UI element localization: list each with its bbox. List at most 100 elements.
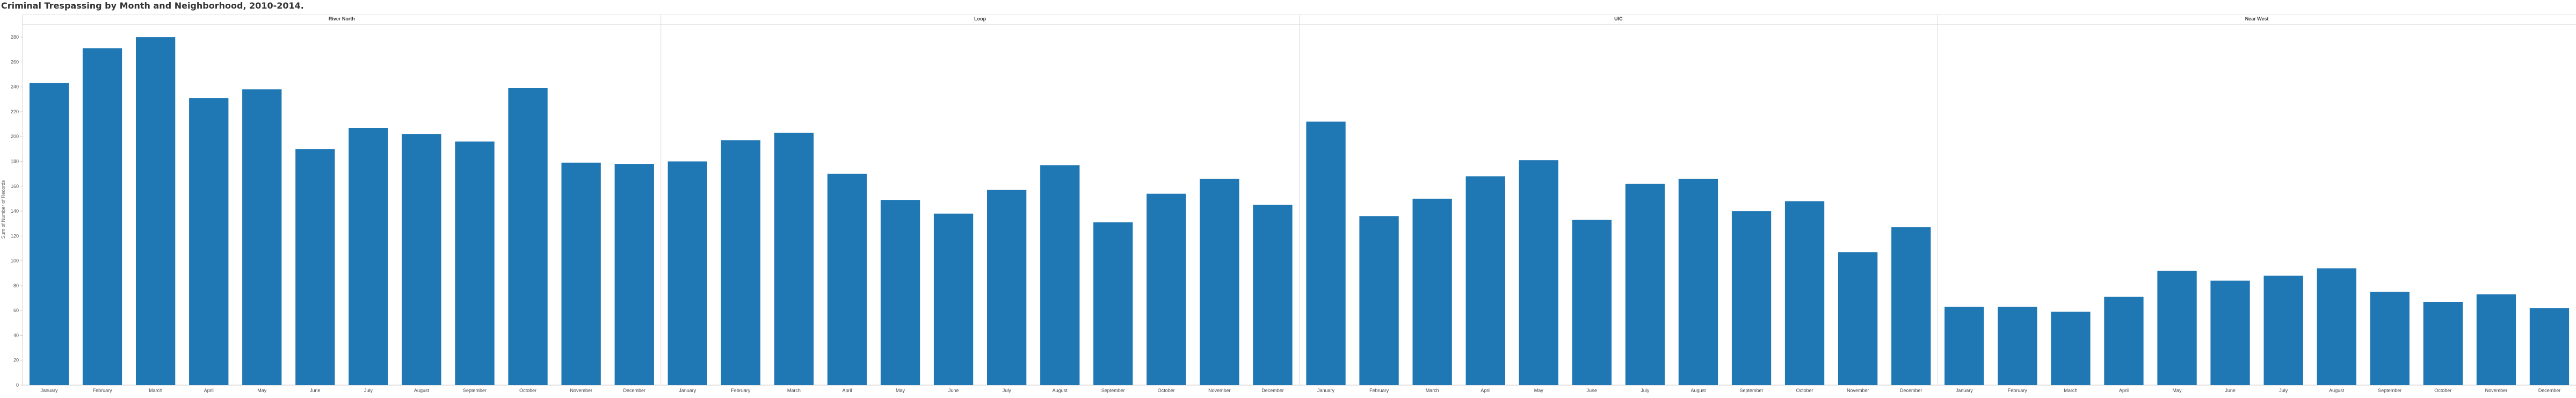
bar[interactable] (1040, 165, 1080, 386)
x-category-label: April (2119, 388, 2129, 393)
x-category-label: June (948, 388, 959, 393)
bar[interactable] (1678, 178, 1718, 385)
bar[interactable] (242, 89, 282, 386)
bar[interactable] (29, 83, 69, 385)
panel-header-label: Near West (2245, 16, 2269, 21)
y-tick-label: 80 (13, 283, 19, 288)
bar[interactable] (1146, 193, 1186, 385)
y-tick-label: 240 (11, 84, 19, 90)
x-category-label: November (570, 388, 592, 393)
x-category-label: May (257, 388, 267, 393)
panel-header-label: Loop (974, 16, 986, 21)
y-tick-label: 120 (11, 233, 19, 238)
panel-header-label: UIC (1614, 16, 1623, 21)
y-axis: Sum of Number of Records 0 20 40 60 80 100 120… (1, 34, 23, 388)
x-category-label: February (93, 388, 113, 393)
bar[interactable] (933, 213, 974, 385)
bar[interactable] (1891, 227, 1931, 385)
x-category-label: October (2434, 388, 2451, 393)
bar[interactable] (561, 162, 601, 385)
bar[interactable] (1253, 205, 1293, 386)
bar[interactable] (82, 48, 122, 385)
bar[interactable] (2370, 292, 2410, 386)
x-category-label: July (1003, 388, 1012, 393)
y-tick-label: 200 (11, 134, 19, 139)
y-tick-label: 0 (16, 382, 19, 388)
bar[interactable] (774, 133, 814, 386)
bar[interactable] (1838, 252, 1878, 385)
bar[interactable] (1465, 176, 1505, 385)
x-category-label: July (364, 388, 373, 393)
x-category-label: January (40, 388, 58, 393)
x-category-label: May (2172, 388, 2182, 393)
bar[interactable] (2529, 308, 2570, 386)
bar[interactable] (349, 128, 388, 385)
x-category-label: May (1534, 388, 1544, 393)
x-category-label: March (149, 388, 162, 393)
x-category-label: February (731, 388, 751, 393)
x-category-label: December (1261, 388, 1284, 393)
bar[interactable] (2051, 312, 2091, 386)
bar[interactable] (2476, 294, 2516, 385)
bar[interactable] (2317, 268, 2356, 386)
bar[interactable] (827, 173, 867, 385)
x-category-label: August (2329, 388, 2345, 393)
bar[interactable] (1200, 178, 1239, 385)
category-labels: January February March April May June July Augu… (40, 388, 2560, 393)
x-category-label: July (1641, 388, 1650, 393)
bar[interactable] (1306, 121, 1346, 386)
y-tick-label: 180 (11, 159, 19, 164)
bar[interactable] (295, 149, 335, 385)
bar[interactable] (667, 161, 707, 386)
y-tick-label: 20 (13, 358, 19, 363)
x-category-label: April (1481, 388, 1490, 393)
bar[interactable] (1572, 220, 1612, 385)
bar[interactable] (1519, 160, 1558, 385)
x-category-label: June (2225, 388, 2236, 393)
y-tick-label: 160 (11, 184, 19, 189)
bar[interactable] (2423, 302, 2463, 385)
bar[interactable] (136, 37, 176, 386)
x-category-label: March (1426, 388, 1439, 393)
x-category-label: March (787, 388, 801, 393)
bar[interactable] (1093, 222, 1133, 385)
bar[interactable] (455, 141, 495, 386)
bar[interactable] (1784, 201, 1825, 385)
bar[interactable] (2104, 296, 2144, 385)
bar[interactable] (2210, 280, 2250, 385)
x-category-label: August (414, 388, 430, 393)
x-category-label: February (2008, 388, 2028, 393)
x-category-label: June (1587, 388, 1598, 393)
x-category-label: November (1208, 388, 1231, 393)
bar[interactable] (987, 190, 1027, 385)
bar[interactable] (1625, 184, 1665, 385)
x-category-label: October (1796, 388, 1813, 393)
bar[interactable] (614, 164, 654, 385)
y-tick-label: 40 (13, 332, 19, 338)
x-category-label: September (1101, 388, 1125, 393)
x-category-label: January (1956, 388, 1973, 393)
y-tick-label: 100 (11, 258, 19, 264)
bar[interactable] (1731, 211, 1772, 385)
x-category-label: September (463, 388, 487, 393)
bars (29, 37, 2570, 386)
bar[interactable] (1944, 307, 1984, 385)
bar[interactable] (508, 88, 548, 385)
x-category-label: July (2279, 388, 2288, 393)
x-category-label: September (1739, 388, 1763, 393)
bar[interactable] (189, 98, 229, 386)
bar[interactable] (1998, 307, 2037, 385)
bar[interactable] (880, 200, 920, 385)
y-tick-label: 260 (11, 59, 19, 64)
x-category-label: December (2538, 388, 2561, 393)
bar[interactable] (721, 140, 760, 385)
bar[interactable] (2263, 276, 2303, 385)
bar[interactable] (402, 134, 441, 385)
x-category-label: November (2485, 388, 2508, 393)
bar[interactable] (1412, 198, 1452, 385)
chart-frame (22, 14, 2576, 386)
y-tick-label: 60 (13, 308, 19, 313)
bar[interactable] (1359, 216, 1399, 385)
bar[interactable] (2157, 271, 2197, 385)
